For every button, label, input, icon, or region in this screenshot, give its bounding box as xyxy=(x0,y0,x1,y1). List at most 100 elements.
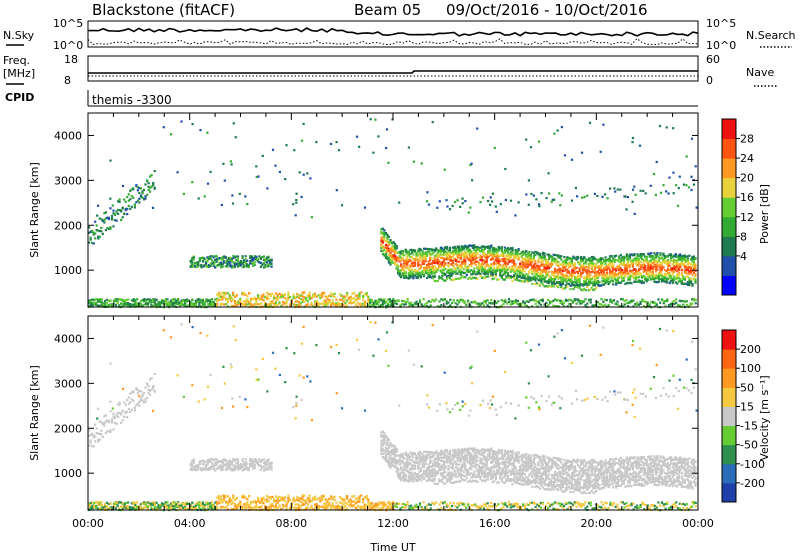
power-cell xyxy=(338,293,342,296)
power-cell xyxy=(458,265,461,268)
power-cell xyxy=(522,253,525,256)
power-cell xyxy=(668,276,671,279)
power-cell xyxy=(516,254,519,258)
power-cell xyxy=(590,286,593,289)
power-cell xyxy=(578,280,581,283)
power-cell xyxy=(577,300,580,303)
power-cell xyxy=(555,275,558,278)
power-cell xyxy=(169,302,172,305)
power-cell xyxy=(531,267,534,270)
power-cell xyxy=(679,258,682,261)
power-cell xyxy=(292,296,295,300)
freq-unit: [MHz] xyxy=(3,67,35,80)
power-cell xyxy=(120,298,123,301)
power-cell xyxy=(479,250,482,253)
power-cell xyxy=(434,298,438,301)
power-cell xyxy=(384,256,388,259)
power-cell xyxy=(639,265,642,268)
power-cell xyxy=(197,264,200,267)
power-cell xyxy=(473,267,476,270)
power-cell xyxy=(522,266,525,269)
power-cell xyxy=(308,294,311,297)
power-cell xyxy=(577,275,580,278)
power-cell xyxy=(150,300,153,303)
power-cell xyxy=(682,275,685,278)
power-cell xyxy=(506,274,510,277)
power-cell xyxy=(387,242,391,245)
power-cell xyxy=(490,302,493,305)
power-cell xyxy=(95,224,98,227)
power-cell xyxy=(471,253,474,256)
power-cell xyxy=(682,256,685,259)
power-cell xyxy=(401,268,404,271)
power-cell xyxy=(376,299,379,302)
cpid-value: themis -3300 xyxy=(92,93,172,107)
power-cell xyxy=(668,264,671,267)
power-cell xyxy=(642,270,645,273)
power-cell xyxy=(461,245,464,248)
power-cell xyxy=(639,273,642,276)
power-cell xyxy=(461,197,464,200)
power-cell xyxy=(618,264,621,267)
power-cell xyxy=(241,293,244,296)
power-cell xyxy=(442,257,445,260)
power-cell xyxy=(248,292,251,295)
power-cell xyxy=(440,304,443,307)
power-cell xyxy=(589,282,592,285)
power-cell xyxy=(433,261,436,265)
power-cell xyxy=(566,262,569,265)
power-cell xyxy=(631,263,635,266)
power-cell xyxy=(420,162,423,165)
power-cell xyxy=(125,303,128,307)
power-cell xyxy=(285,144,288,147)
power-cell xyxy=(491,257,494,261)
power-cell xyxy=(278,292,281,295)
power-cell xyxy=(563,278,566,281)
power-cell xyxy=(128,304,132,307)
power-cell xyxy=(663,277,667,280)
power-cell xyxy=(659,191,663,194)
power-cell xyxy=(369,118,372,121)
power-cell xyxy=(571,300,575,303)
power-cell xyxy=(468,259,471,262)
power-cell xyxy=(479,302,482,305)
power-cell xyxy=(442,253,445,256)
power-cell xyxy=(654,260,657,263)
power-cell xyxy=(242,300,245,303)
power-cell xyxy=(223,260,226,263)
power-cell xyxy=(253,257,256,260)
power-cell xyxy=(625,254,628,257)
power-cell xyxy=(392,250,395,253)
power-cell xyxy=(557,276,560,279)
power-cell xyxy=(303,291,306,294)
power-cell xyxy=(555,269,558,273)
power-cell xyxy=(551,281,554,284)
power-cell xyxy=(407,258,410,261)
power-cell xyxy=(110,217,114,220)
power-cell xyxy=(540,279,543,282)
power-cell xyxy=(455,263,458,266)
power-cell xyxy=(360,302,363,305)
power-cell xyxy=(659,301,662,304)
power-cell xyxy=(392,241,395,244)
power-cell xyxy=(680,279,683,283)
power-cell xyxy=(222,162,225,165)
power-cell xyxy=(220,263,223,266)
power-cell xyxy=(590,259,593,262)
power-cell xyxy=(694,273,697,276)
power-cell xyxy=(416,270,420,273)
power-cell xyxy=(416,264,420,267)
power-cell xyxy=(616,303,619,306)
power-cell xyxy=(538,284,542,287)
power-cell xyxy=(656,263,659,266)
power-cell xyxy=(88,300,91,303)
power-cell xyxy=(89,301,92,304)
power-cell xyxy=(628,255,632,258)
power-cell xyxy=(401,266,404,269)
power-cell xyxy=(548,302,551,305)
power-cell xyxy=(458,245,461,248)
power-cell xyxy=(444,253,447,256)
power-cell xyxy=(312,294,315,297)
power-cell xyxy=(394,254,397,258)
